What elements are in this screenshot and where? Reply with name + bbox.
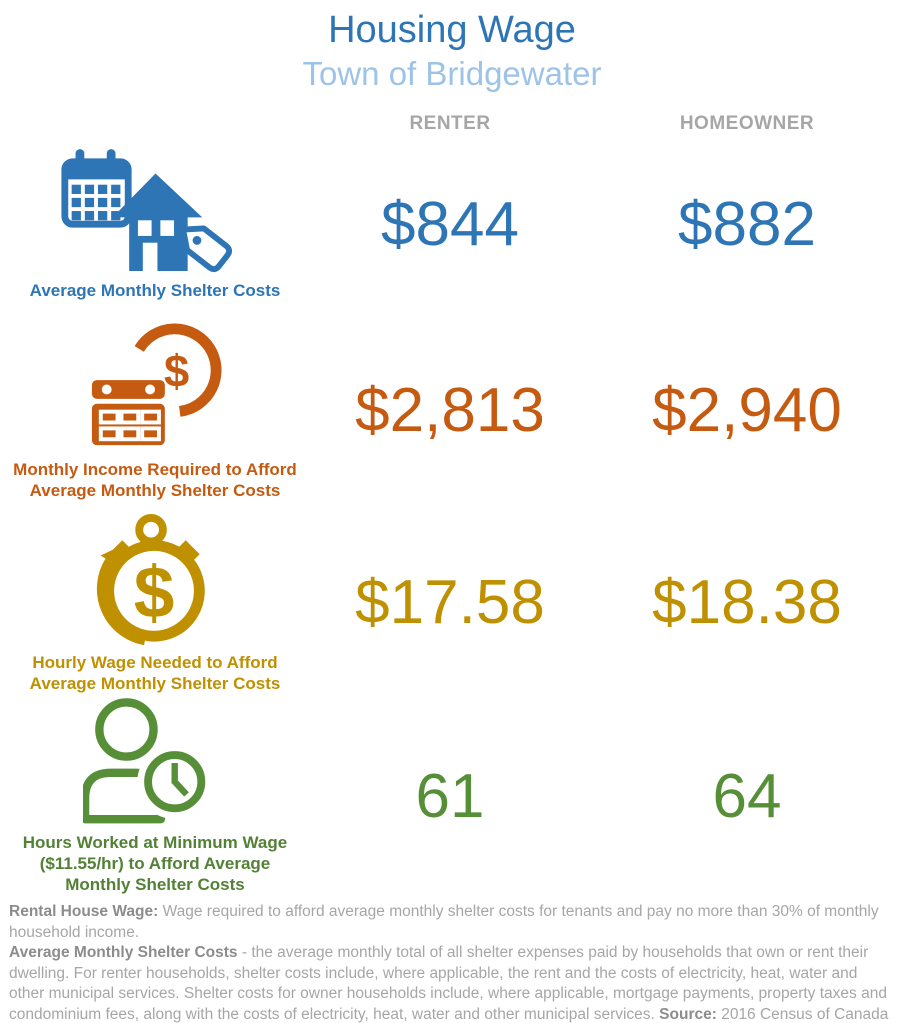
renter-value-shelter-costs: $844 bbox=[381, 190, 519, 260]
homeowner-value-monthly-income: $2,940 bbox=[652, 375, 842, 445]
table-row-hourly-wage: $ Hourly Wage Needed to Afford Average M… bbox=[0, 508, 904, 696]
person-clock-icon bbox=[82, 698, 212, 824]
footnote-text: - the average monthly total of all shelt… bbox=[9, 944, 887, 1023]
column-header-homeowner: HOMEOWNER bbox=[679, 113, 815, 135]
row-label: Hours Worked at Minimum Wage ($11.55/hr)… bbox=[22, 833, 288, 895]
row-figure: Hours Worked at Minimum Wage ($11.55/hr)… bbox=[0, 696, 310, 896]
table-row-monthly-income: $ Monthly Income Required to Afford Aver… bbox=[0, 312, 904, 508]
row-figure: $ Monthly Income Required to Afford Aver… bbox=[0, 312, 310, 508]
source-label: Source: bbox=[659, 1005, 717, 1023]
page-title: Housing Wage bbox=[328, 9, 576, 51]
renter-value-hourly-wage: $17.58 bbox=[355, 567, 545, 637]
footnote-lead: Rental House Wage: bbox=[9, 903, 159, 921]
source-text: 2016 Census of Canada bbox=[716, 1005, 889, 1023]
table-row-shelter-costs: Average Monthly Shelter Costs $844 $882 bbox=[0, 137, 904, 312]
row-label: Hourly Wage Needed to Afford Average Mon… bbox=[29, 653, 281, 694]
footnote-lead: Average Monthly Shelter Costs bbox=[9, 944, 238, 962]
row-label: Monthly Income Required to Afford Averag… bbox=[13, 460, 297, 501]
footnote-shelter-costs-definition: Average Monthly Shelter Costs - the aver… bbox=[9, 943, 895, 1023]
stopwatch-dollar-icon: $ bbox=[96, 514, 205, 646]
footnote-text: Wage required to afford average monthly … bbox=[9, 903, 879, 941]
column-headers: RENTER HOMEOWNER bbox=[0, 93, 904, 137]
svg-text:$: $ bbox=[134, 552, 175, 633]
renter-value-hours-worked: 61 bbox=[415, 761, 485, 831]
homeowner-value-hourly-wage: $18.38 bbox=[652, 567, 842, 637]
calendar-house-price-tag-icon bbox=[60, 148, 232, 272]
footnotes: Rental House Wage: Wage required to affo… bbox=[0, 896, 904, 1023]
row-figure: Average Monthly Shelter Costs bbox=[0, 137, 310, 312]
homeowner-value-hours-worked: 64 bbox=[712, 761, 782, 831]
row-label: Average Monthly Shelter Costs bbox=[29, 280, 281, 300]
column-header-renter: RENTER bbox=[409, 113, 491, 135]
title-block: Housing Wage Town of Bridgewater bbox=[0, 0, 904, 93]
svg-text:$: $ bbox=[164, 346, 189, 397]
calendar-dollar-cycle-icon: $ bbox=[91, 323, 222, 446]
homeowner-value-shelter-costs: $882 bbox=[678, 190, 816, 260]
row-figure: $ Hourly Wage Needed to Afford Average M… bbox=[0, 508, 310, 696]
page-subtitle: Town of Bridgewater bbox=[302, 54, 602, 92]
renter-value-monthly-income: $2,813 bbox=[355, 375, 545, 445]
table-row-hours-worked: Hours Worked at Minimum Wage ($11.55/hr)… bbox=[0, 696, 904, 896]
footnote-rental-house-wage: Rental House Wage: Wage required to affo… bbox=[9, 902, 895, 943]
